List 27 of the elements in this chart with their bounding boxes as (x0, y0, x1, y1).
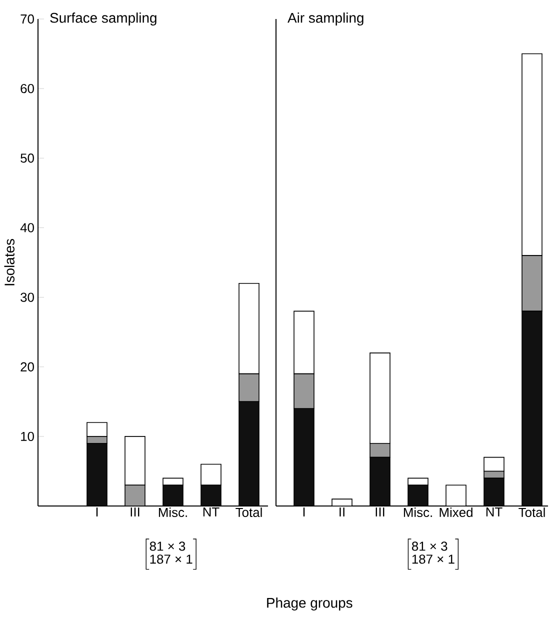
x-tick-label: Mixed (440, 508, 472, 518)
x-tick-label: III (376, 508, 384, 516)
y-tick-label: 50 (20, 154, 34, 163)
y-tick-label: 40 (20, 223, 34, 232)
y-tick-label: 60 (20, 84, 34, 94)
y-tick-label: 70 (20, 14, 34, 24)
x-tick-label: Misc. (404, 508, 432, 518)
y-axis-title: Isolates (4, 238, 14, 286)
x-tick-label: Total (518, 508, 545, 518)
text: 81 × 3 (150, 542, 186, 551)
x-tick-label: NT (203, 508, 220, 516)
chart-title: Air sampling (288, 12, 364, 26)
y-tick-label: 20 (20, 362, 34, 372)
x-tick-label: Misc. (158, 508, 187, 518)
chart-title: Surface sampling (50, 12, 156, 26)
x-tick-label: NT (486, 508, 502, 516)
x-tick-label: II (340, 508, 344, 516)
x-tick-label: Total (236, 508, 262, 518)
x-tick-label: I (303, 508, 305, 516)
x-axis-title: Phage groups (267, 598, 352, 611)
text: 187 × 1 (412, 554, 454, 564)
x-tick-label: I (96, 508, 98, 516)
x-tick-label: III (130, 508, 140, 516)
text: 81 × 3 (412, 542, 448, 551)
y-tick-label: 10 (21, 432, 34, 442)
y-tick-label: 30 (20, 292, 34, 302)
text: 187 × 1 (150, 554, 192, 564)
